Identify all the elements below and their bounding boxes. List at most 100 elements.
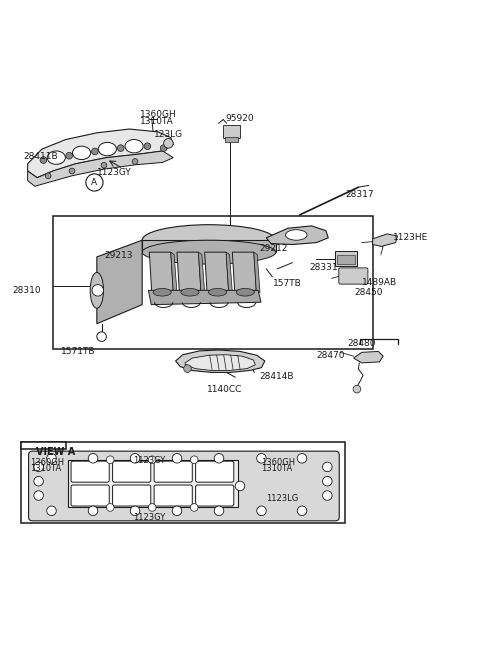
Polygon shape — [177, 252, 201, 293]
Circle shape — [257, 453, 266, 463]
Circle shape — [92, 284, 104, 296]
Circle shape — [86, 174, 103, 191]
Polygon shape — [28, 151, 173, 187]
Text: VIEW A: VIEW A — [36, 447, 75, 457]
FancyBboxPatch shape — [196, 485, 234, 506]
Circle shape — [160, 145, 167, 152]
FancyBboxPatch shape — [113, 485, 151, 506]
Ellipse shape — [47, 151, 65, 164]
Text: 28411B: 28411B — [23, 152, 58, 161]
Text: 1310TA: 1310TA — [30, 464, 61, 473]
Ellipse shape — [98, 143, 116, 156]
FancyBboxPatch shape — [154, 461, 192, 482]
Ellipse shape — [286, 230, 307, 240]
Circle shape — [88, 506, 98, 516]
Circle shape — [45, 173, 51, 179]
Bar — [22, 442, 345, 523]
Circle shape — [172, 506, 182, 516]
Ellipse shape — [72, 147, 91, 160]
Circle shape — [214, 506, 224, 516]
Text: 1310TA: 1310TA — [262, 464, 293, 473]
Text: 1360GH: 1360GH — [30, 459, 64, 467]
Text: 28310: 28310 — [12, 286, 40, 294]
Circle shape — [117, 145, 124, 152]
Ellipse shape — [236, 288, 254, 296]
Polygon shape — [354, 351, 383, 363]
Text: 28480: 28480 — [348, 339, 376, 348]
Circle shape — [297, 453, 307, 463]
Text: 28470: 28470 — [316, 351, 345, 361]
Circle shape — [69, 168, 75, 174]
Circle shape — [164, 139, 173, 148]
Circle shape — [34, 476, 43, 486]
Ellipse shape — [208, 288, 227, 296]
Text: 1360GH: 1360GH — [262, 459, 296, 467]
Text: 28450: 28450 — [355, 288, 383, 298]
Polygon shape — [226, 252, 232, 293]
Circle shape — [323, 491, 332, 500]
Bar — [22, 442, 66, 449]
FancyBboxPatch shape — [339, 268, 368, 284]
Polygon shape — [204, 252, 228, 293]
Circle shape — [130, 506, 140, 516]
Polygon shape — [97, 240, 142, 324]
Circle shape — [107, 456, 114, 464]
Polygon shape — [254, 252, 260, 293]
FancyBboxPatch shape — [154, 485, 192, 506]
Circle shape — [92, 148, 98, 155]
Circle shape — [191, 456, 198, 464]
FancyBboxPatch shape — [71, 461, 109, 482]
Polygon shape — [142, 240, 276, 252]
Ellipse shape — [153, 288, 171, 296]
Polygon shape — [176, 350, 265, 373]
Text: 1123HE: 1123HE — [393, 233, 428, 242]
Circle shape — [97, 332, 107, 342]
Polygon shape — [266, 226, 328, 244]
Ellipse shape — [90, 273, 104, 308]
Circle shape — [132, 158, 138, 164]
Circle shape — [88, 453, 98, 463]
Ellipse shape — [142, 240, 276, 264]
Ellipse shape — [181, 288, 199, 296]
Circle shape — [66, 152, 72, 159]
Circle shape — [323, 462, 332, 472]
Text: 1310TA: 1310TA — [140, 116, 174, 125]
Text: 28317: 28317 — [345, 190, 373, 199]
Text: 1123GY: 1123GY — [133, 457, 166, 465]
Bar — [336, 251, 357, 267]
Circle shape — [297, 506, 307, 516]
Circle shape — [323, 476, 332, 486]
Circle shape — [257, 506, 266, 516]
Bar — [68, 460, 238, 507]
Bar — [53, 216, 372, 349]
Polygon shape — [185, 355, 255, 371]
Polygon shape — [149, 252, 173, 293]
Circle shape — [172, 453, 182, 463]
Polygon shape — [171, 252, 177, 293]
Text: 1489AB: 1489AB — [362, 278, 397, 287]
FancyBboxPatch shape — [71, 485, 109, 506]
Text: 29213: 29213 — [104, 251, 132, 260]
Circle shape — [34, 491, 43, 500]
Text: A: A — [91, 178, 97, 187]
Text: 29212: 29212 — [259, 244, 288, 252]
Circle shape — [130, 453, 140, 463]
Circle shape — [148, 456, 156, 464]
Text: 1571TB: 1571TB — [61, 347, 96, 355]
Polygon shape — [28, 129, 173, 177]
Text: 28414B: 28414B — [259, 373, 294, 382]
FancyBboxPatch shape — [196, 461, 234, 482]
Text: 1123GY: 1123GY — [133, 513, 166, 522]
Circle shape — [235, 481, 245, 491]
Circle shape — [214, 453, 224, 463]
FancyBboxPatch shape — [29, 451, 339, 521]
Circle shape — [40, 157, 47, 164]
Polygon shape — [372, 234, 397, 246]
Circle shape — [47, 453, 56, 463]
Circle shape — [107, 504, 114, 511]
Text: 1123GY: 1123GY — [97, 168, 132, 177]
Bar — [225, 137, 238, 143]
Polygon shape — [232, 252, 256, 293]
Text: 123LG: 123LG — [154, 130, 183, 139]
Circle shape — [101, 162, 107, 168]
